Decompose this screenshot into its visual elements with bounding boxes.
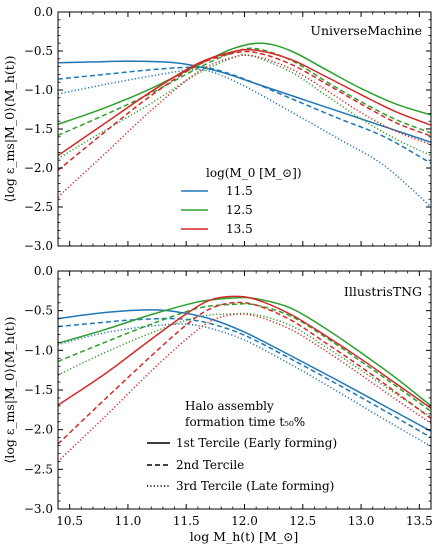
bottom-legend-label-tercile-3: 3rd Tercile (Late forming) [176,479,334,493]
bottom-series-12.5-tercile-1 [58,296,431,407]
panel-universemachine: 0.0 −0.5 −1.0 −1.5 −2.0 −2.5 −3.0 UniverseMach… [2,5,432,253]
y-tick-label: −1.0 [24,343,53,357]
y-tick-label: −0.5 [24,304,53,318]
top-panel-title: UniverseMachine [310,23,422,38]
bottom-legend-label-tercile-1: 1st Tercile (Early forming) [176,436,337,450]
bottom-series-13.5-tercile-2 [58,301,431,445]
x-tick-label: 11.5 [173,514,200,528]
bottom-series-11.5-tercile-1 [58,309,431,432]
top-series-11.5-tercile-3 [58,68,431,208]
top-legend-title: log(M_0 [M_⊙]) [206,166,302,180]
y-tick-label: −3.0 [24,239,53,253]
bottom-y-axis-label: ⟨log ε_ms|M_0⟩(M_h(t)) [2,316,17,463]
bottom-legend: Halo assembly formation time t₅₀% 1st Te… [147,399,337,493]
x-tick-label: 12.5 [289,514,316,528]
y-tick-label: −2.0 [24,161,53,175]
bottom-series-lines [58,295,431,462]
y-tick-label: −1.0 [24,83,53,97]
y-tick-label: 0.0 [34,5,53,19]
bottom-series-12.5-tercile-2 [58,303,431,413]
top-series-lines [58,42,431,208]
bottom-series-11.5-tercile-3 [58,323,431,447]
y-tick-label: −2.0 [24,423,53,437]
top-series-13.5-tercile-2 [58,50,431,171]
top-axis-ticks: 0.0 −0.5 −1.0 −1.5 −2.0 −2.5 −3.0 [24,5,432,253]
panel-illustristng: 10.5 11.0 11.5 12.0 12.5 13.0 13.5 0.0 −0.5 −1.0 −… [2,264,433,544]
top-legend-label-12.5: 12.5 [226,203,253,217]
top-legend: log(M_0 [M_⊙]) 11.5 12.5 13.5 [181,166,302,236]
bottom-legend-title-line1: Halo assembly [185,399,274,413]
y-tick-label: −1.5 [24,383,53,397]
top-legend-label-13.5: 13.5 [226,222,253,236]
bottom-series-13.5-tercile-3 [58,313,431,462]
bottom-axis-ticks: 10.5 11.0 11.5 12.0 12.5 13.0 13.5 0.0 −0.5 −1.0 −… [24,264,433,528]
x-tick-label: 10.5 [56,514,83,528]
x-tick-label: 13.0 [348,514,375,528]
bottom-legend-title-line2: formation time t₅₀% [185,415,305,429]
top-series-11.5-tercile-2 [58,66,431,164]
top-series-13.5-tercile-1 [58,48,431,157]
top-legend-label-11.5: 11.5 [226,184,253,198]
top-series-12.5-tercile-2 [58,47,431,136]
y-tick-label: −0.5 [24,44,53,58]
y-tick-label: −2.5 [24,462,53,476]
bottom-axes-frame [57,270,432,510]
y-tick-label: −2.5 [24,200,53,214]
top-series-12.5-tercile-1 [58,42,431,126]
y-tick-label: −3.0 [24,502,53,516]
y-tick-label: −1.5 [24,122,53,136]
x-tick-label: 11.0 [115,514,142,528]
y-tick-label: 0.0 [34,264,53,278]
bottom-series-11.5-tercile-2 [58,317,431,439]
bottom-panel-title: IllustrisTNG [344,284,422,299]
x-tick-label: 12.0 [231,514,258,528]
x-tick-label: 13.5 [406,514,433,528]
top-series-13.5-tercile-3 [58,54,431,198]
bottom-series-13.5-tercile-1 [58,295,431,409]
x-axis-label: log M_h(t) [M_⊙] [190,529,299,544]
bottom-legend-title: Halo assembly formation time t₅₀% [185,399,305,429]
top-series-12.5-tercile-3 [58,53,431,160]
bottom-legend-label-tercile-2: 2nd Tercile [176,458,244,472]
top-y-axis-label: ⟨log ε_ms|M_0⟩(M_h(t)) [2,55,17,202]
